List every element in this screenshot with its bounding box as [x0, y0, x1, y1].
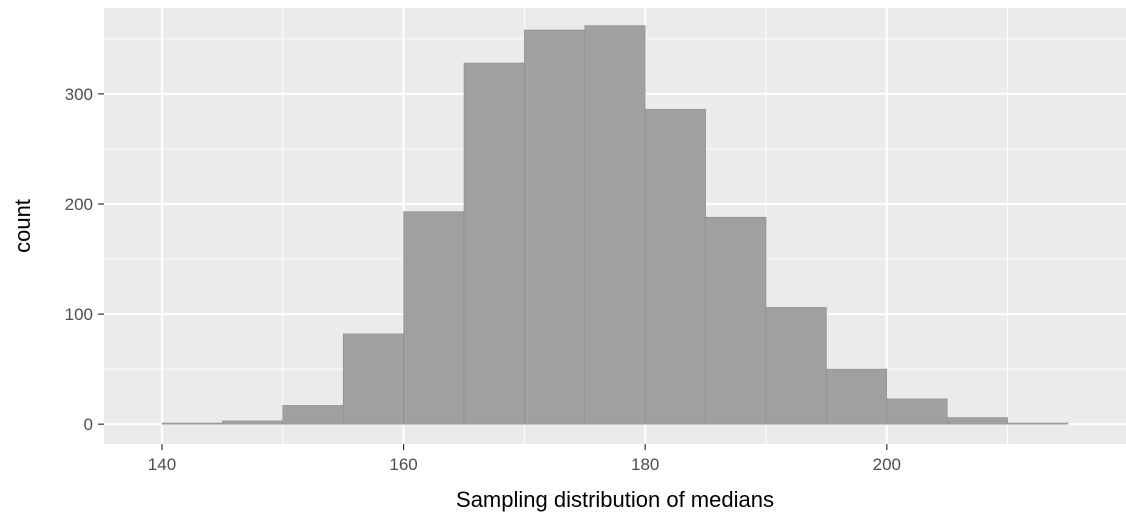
histogram-bar: [946, 417, 1008, 425]
histogram-bar: [886, 398, 948, 425]
histogram-bar: [161, 422, 223, 425]
x-axis-title: Sampling distribution of medians: [456, 487, 774, 512]
histogram-bar: [403, 211, 465, 425]
histogram-bar: [1007, 422, 1069, 425]
histogram-bar: [342, 333, 404, 425]
x-tick-label: 200: [873, 455, 901, 474]
x-axis: 140 160 180 200: [148, 444, 901, 474]
histogram-bar: [282, 405, 344, 425]
x-tick-label: 140: [148, 455, 176, 474]
histogram-bar: [463, 62, 525, 425]
histogram-bar: [765, 307, 827, 425]
histogram-bar: [584, 25, 646, 425]
histogram-bar: [826, 368, 888, 425]
y-axis-title: count: [10, 199, 35, 253]
x-tick-label: 160: [389, 455, 417, 474]
y-tick-label: 200: [65, 195, 93, 214]
y-tick-label: 0: [84, 415, 93, 434]
histogram-bar: [524, 29, 586, 425]
y-tick-label: 300: [65, 85, 93, 104]
y-tick-label: 100: [65, 305, 93, 324]
y-axis: 0 100 200 300: [65, 85, 104, 434]
histogram-bar: [705, 216, 767, 425]
x-tick-label: 180: [631, 455, 659, 474]
histogram-bar: [644, 108, 706, 425]
histogram-bar: [222, 420, 284, 425]
histogram-bars: [161, 25, 1069, 425]
